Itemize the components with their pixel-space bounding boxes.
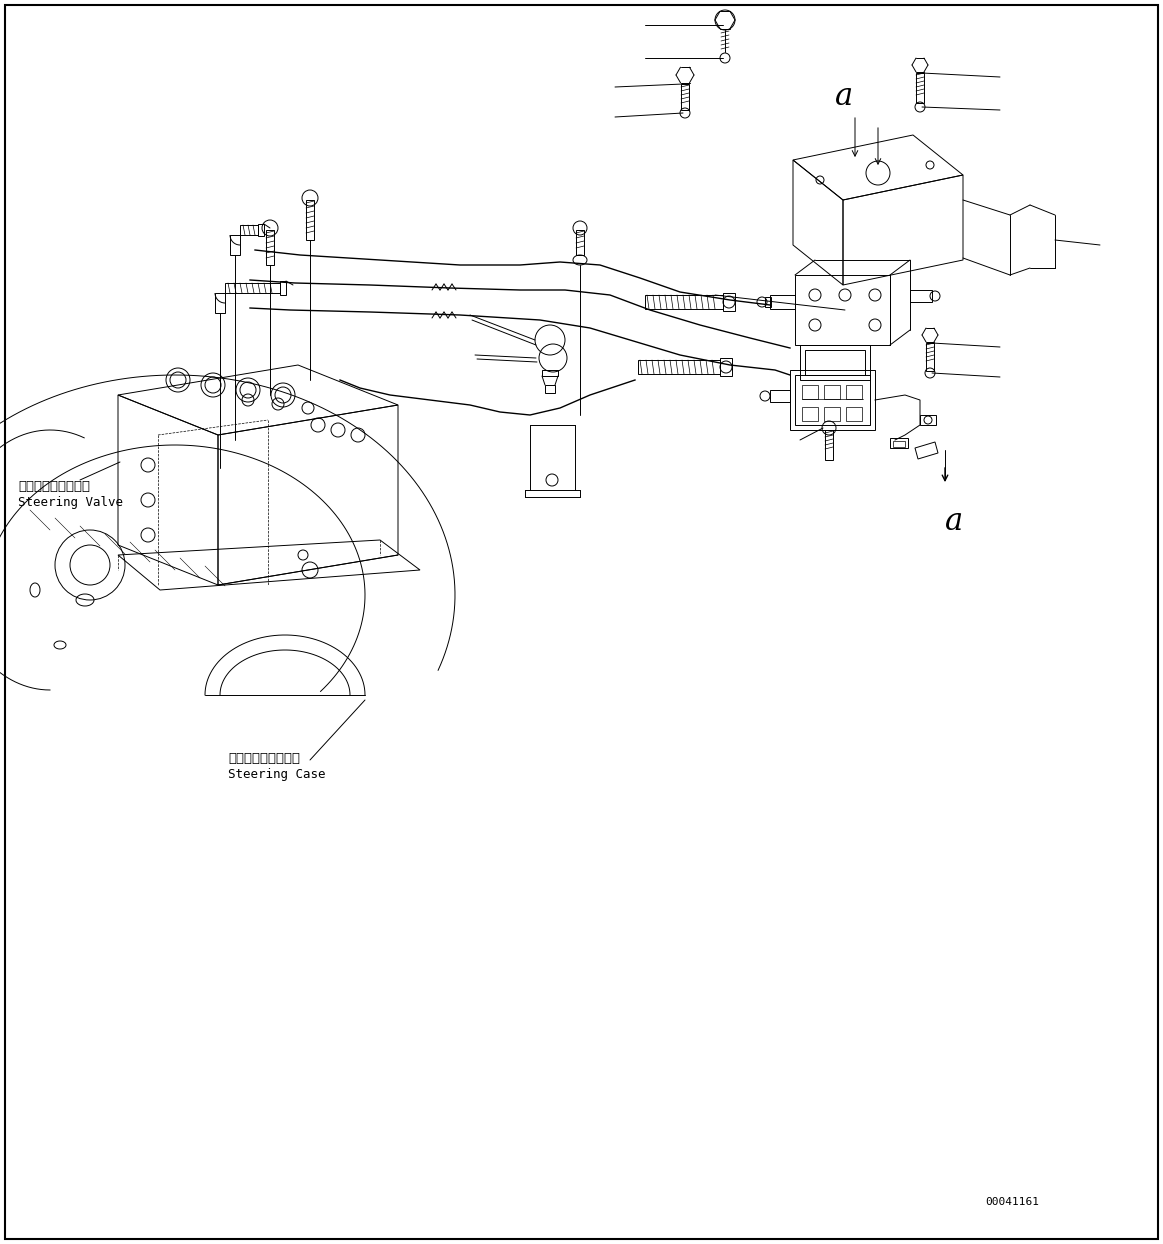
Bar bbox=[846, 407, 862, 420]
Text: ステアリングバルブ: ステアリングバルブ bbox=[17, 480, 90, 493]
Bar bbox=[258, 224, 264, 236]
Bar bbox=[765, 297, 771, 307]
Bar bbox=[230, 235, 240, 255]
Bar bbox=[825, 384, 840, 399]
Bar bbox=[280, 281, 286, 295]
Bar bbox=[920, 415, 936, 425]
Bar bbox=[542, 369, 558, 376]
Text: Steering Case: Steering Case bbox=[228, 768, 326, 781]
Bar bbox=[802, 384, 818, 399]
Text: a: a bbox=[835, 81, 854, 112]
Bar bbox=[215, 294, 224, 313]
Bar bbox=[576, 230, 584, 255]
Bar bbox=[802, 407, 818, 420]
Bar bbox=[800, 345, 870, 379]
Bar bbox=[224, 282, 280, 294]
Bar bbox=[645, 295, 723, 309]
Bar bbox=[890, 438, 908, 448]
Bar bbox=[825, 430, 833, 460]
Bar bbox=[795, 374, 870, 425]
Bar bbox=[240, 225, 258, 235]
Bar bbox=[682, 85, 688, 109]
Bar bbox=[770, 391, 790, 402]
Bar bbox=[916, 73, 923, 103]
Bar bbox=[720, 358, 732, 376]
Bar bbox=[805, 350, 865, 374]
Bar bbox=[790, 369, 875, 430]
Text: a: a bbox=[946, 506, 963, 537]
Bar bbox=[770, 295, 795, 309]
Bar bbox=[846, 384, 862, 399]
Bar bbox=[266, 230, 274, 265]
Bar bbox=[893, 442, 905, 447]
Text: Steering Valve: Steering Valve bbox=[17, 496, 123, 509]
Bar bbox=[545, 384, 555, 393]
Bar bbox=[723, 294, 735, 311]
Text: 00041161: 00041161 bbox=[985, 1197, 1039, 1207]
Bar bbox=[825, 407, 840, 420]
Bar bbox=[306, 200, 314, 240]
Bar bbox=[926, 343, 934, 371]
Bar bbox=[795, 275, 890, 345]
Bar bbox=[909, 290, 932, 302]
Bar bbox=[638, 360, 720, 374]
Text: ステアリングケース: ステアリングケース bbox=[228, 753, 300, 765]
